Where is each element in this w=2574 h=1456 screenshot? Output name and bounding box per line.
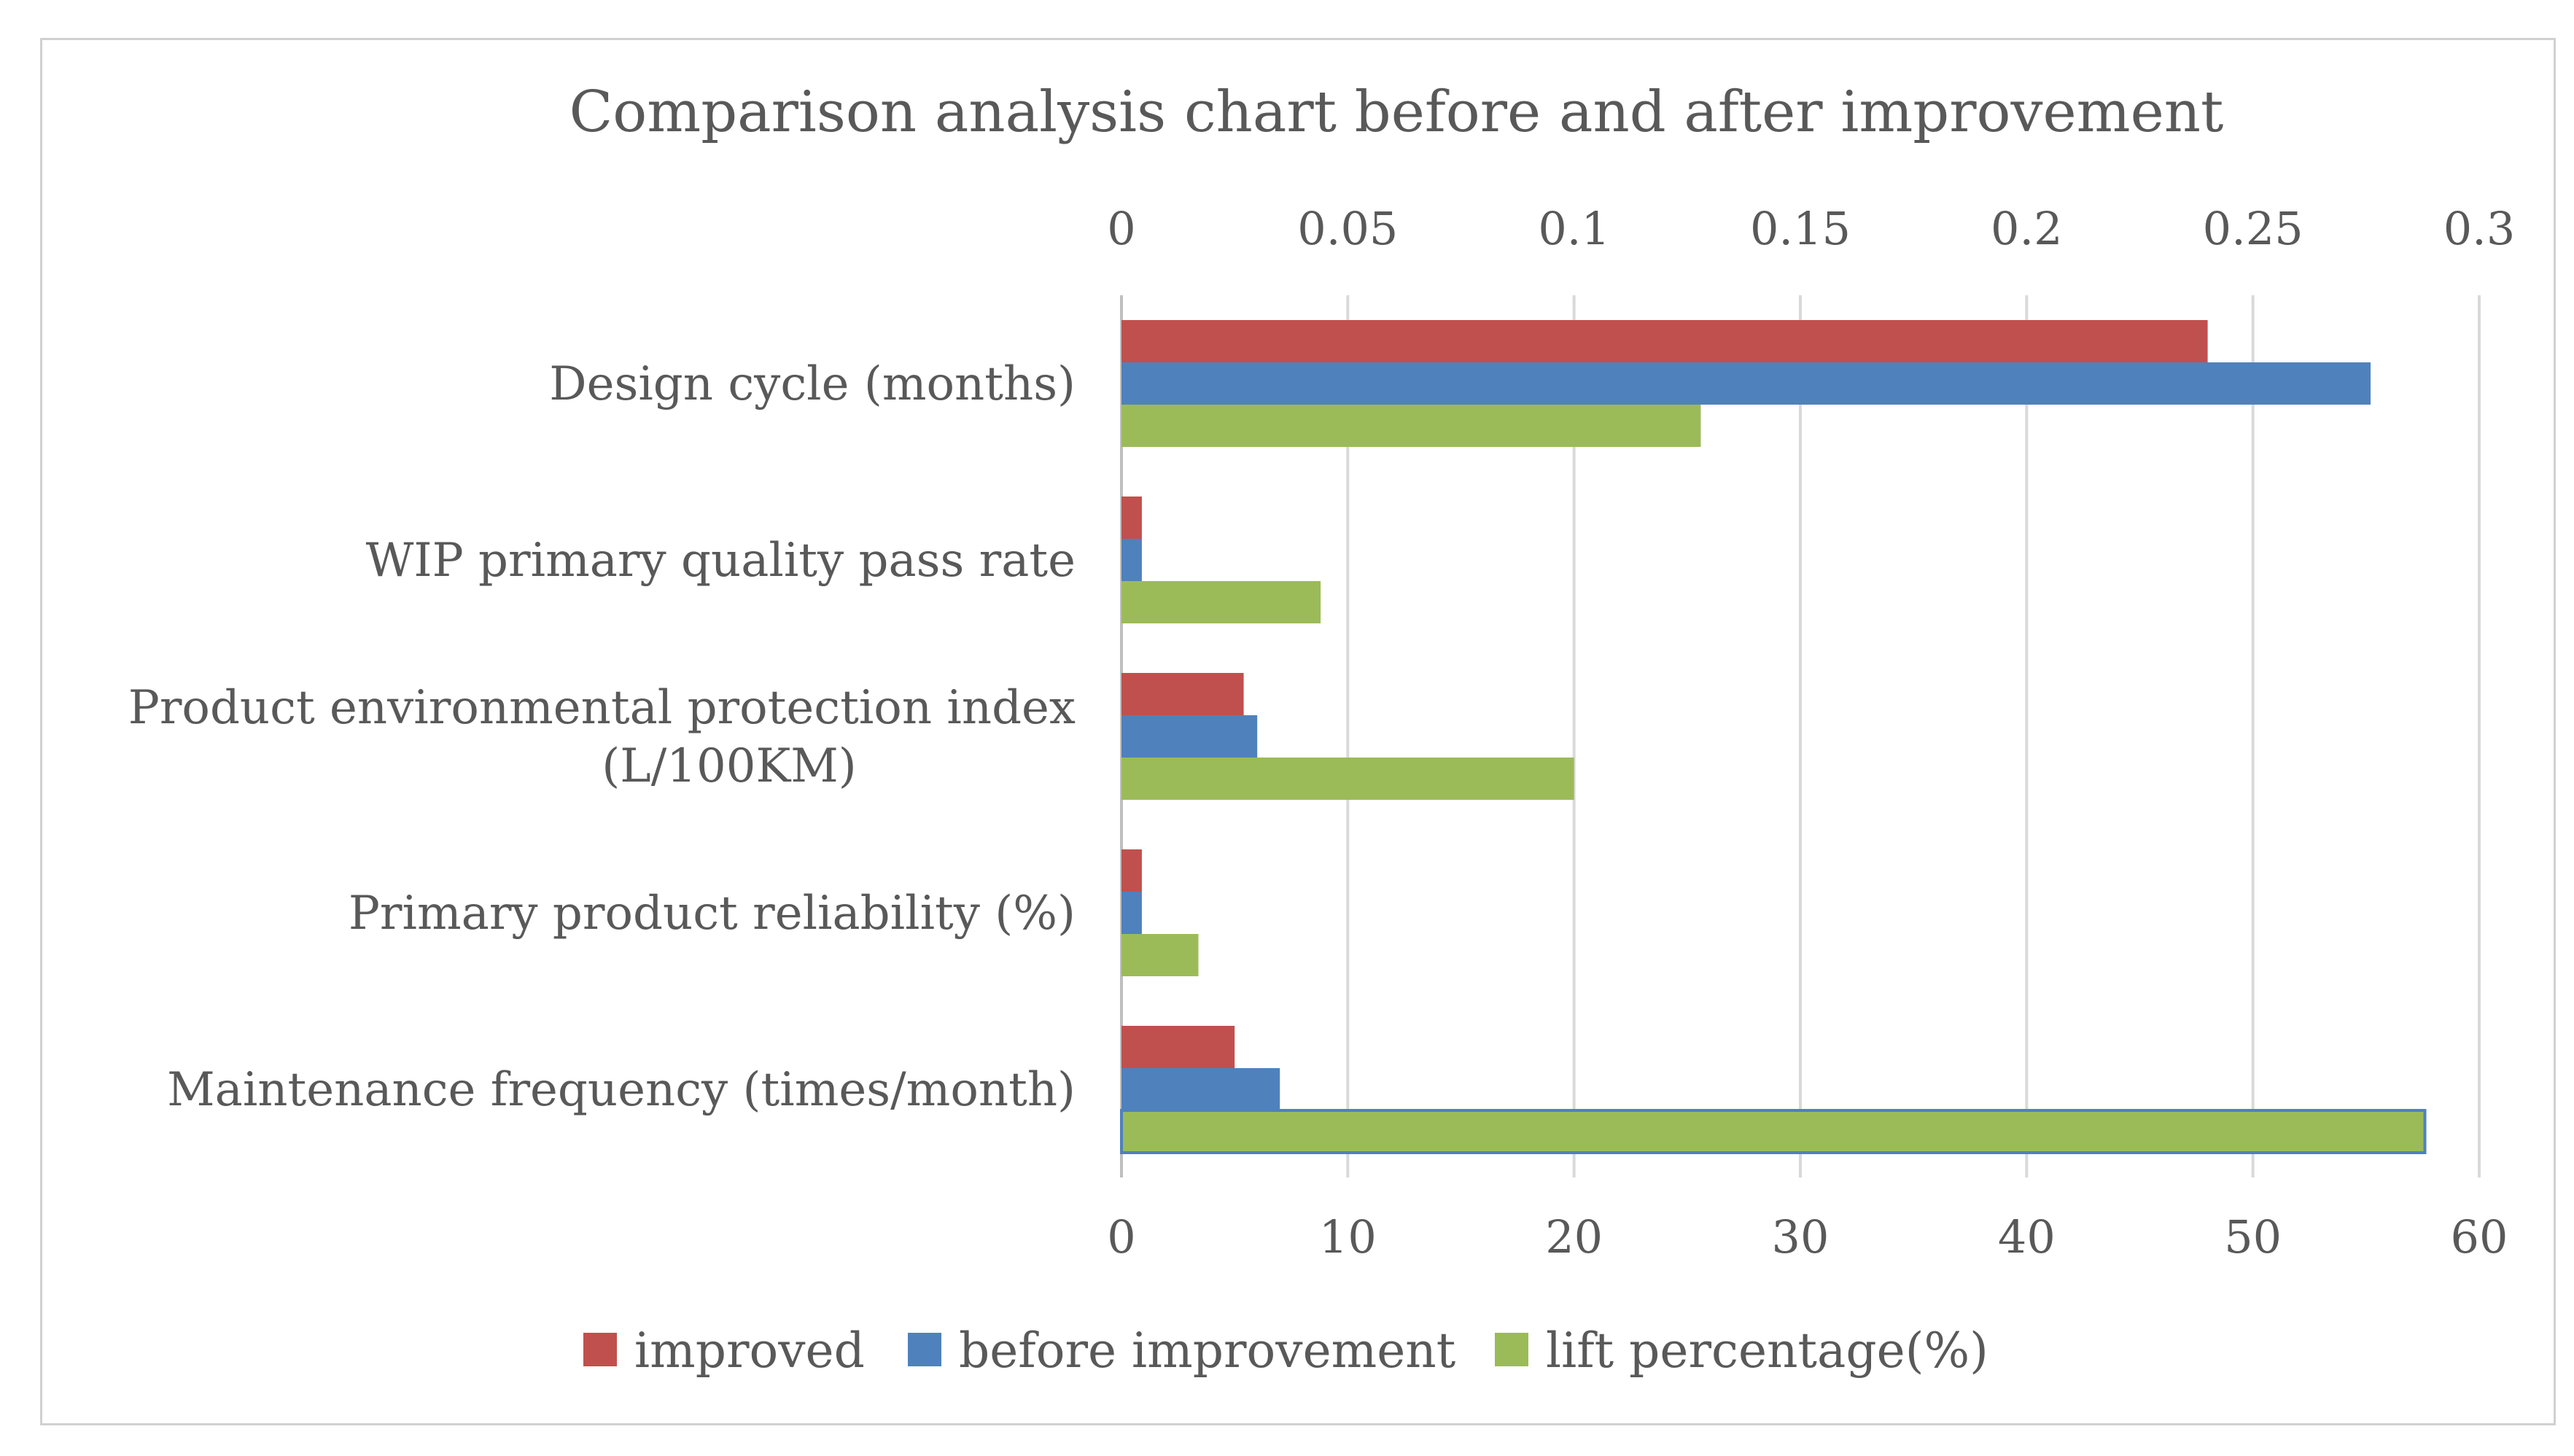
bar-lift-percentage [1121,581,1321,623]
category-label: Maintenance frequency (times/month) [167,1063,1076,1117]
legend-swatch [583,1333,617,1366]
bar-before-improvement [1121,715,1258,758]
chart-title: Comparison analysis chart before and aft… [569,79,2224,145]
bottom-tick-label: 20 [1545,1210,1603,1264]
bars [1120,320,2427,1154]
bottom-tick-label: 40 [1998,1210,2056,1264]
top-tick-label: 0.25 [2203,202,2303,255]
bar-improved [1121,497,1142,539]
category-label: Product environmental protection index [128,681,1076,735]
top-tick-label: 0 [1107,202,1135,255]
bottom-tick-label: 10 [1319,1210,1377,1264]
category-label: (L/100KM) [602,739,857,793]
bar-before-improvement [1121,362,2371,405]
chart-frame [40,38,2556,1425]
category-labels: Design cycle (months) WIP primary quality… [128,357,1076,1117]
bottom-axis-ticks: 0 10 20 30 40 50 60 [1107,1210,2508,1264]
legend-label: improved [634,1323,865,1379]
legend: improved before improvement lift percentag… [583,1323,1988,1379]
bar-improved [1121,673,1244,715]
legend-label: before improvement [959,1323,1455,1379]
top-tick-label: 0.1 [1538,202,1610,255]
legend-swatch [1495,1333,1528,1366]
bottom-tick-label: 60 [2451,1210,2508,1264]
category-label: Primary product reliability (%) [349,887,1076,941]
top-tick-label: 0.3 [2443,202,2516,255]
top-tick-label: 0.05 [1297,202,1398,255]
top-tick-label: 0.2 [1991,202,2063,255]
bar-lift-percentage [1121,405,1701,447]
bar-before-improvement [1121,539,1142,581]
bar-lift-percentage [1121,934,1199,976]
top-tick-label: 0.15 [1750,202,1851,255]
bar-before-improvement [1121,892,1142,934]
bar-before-improvement [1121,1068,1280,1110]
legend-label: lift percentage(%) [1546,1323,1988,1379]
bar-improved [1121,320,2208,362]
category-label: Design cycle (months) [549,357,1076,411]
bottom-tick-label: 50 [2224,1210,2282,1264]
top-axis-ticks: 0 0.05 0.1 0.15 0.2 0.25 0.3 [1107,202,2515,255]
bar-lift-percentage [1120,1109,2427,1154]
category-label: WIP primary quality pass rate [366,534,1076,588]
bar-improved [1121,1026,1235,1068]
bar-improved [1121,849,1142,892]
bar-lift-percentage [1121,758,1574,800]
bottom-tick-label: 30 [1772,1210,1830,1264]
legend-swatch [908,1333,941,1366]
bottom-tick-label: 0 [1107,1210,1135,1264]
